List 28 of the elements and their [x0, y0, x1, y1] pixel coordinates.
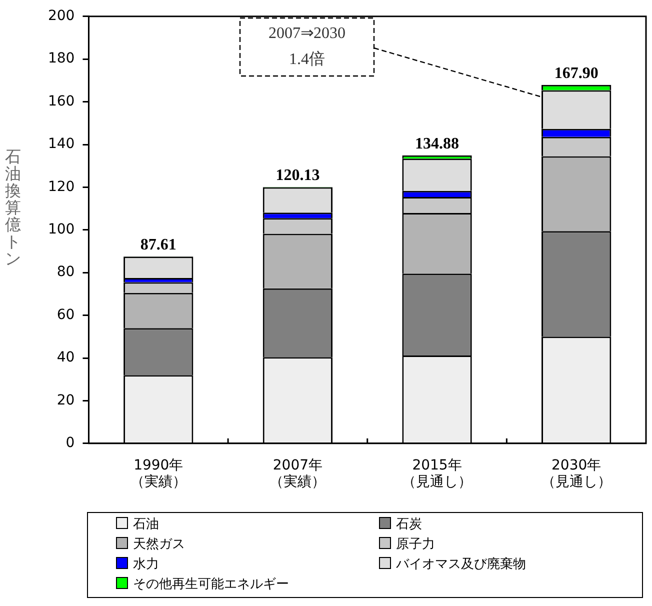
y-tick-label: 120	[48, 178, 75, 195]
legend-label: 原子力	[395, 536, 436, 554]
y-tick-label: 100	[48, 222, 75, 238]
y-tick-label: 60	[56, 306, 75, 323]
y-tick-label: 160	[48, 93, 75, 110]
total-label: 87.61	[140, 236, 176, 254]
x-tick-label: 2030年（見通し）	[541, 457, 612, 490]
annotation: 2007⇒2030 1.4倍	[268, 25, 346, 68]
y-tick-label: 140	[48, 136, 75, 152]
x-tick-label: 2007年（実績）	[270, 457, 326, 490]
total-label: 134.88	[415, 136, 460, 153]
legend-label: バイオマス及び廃棄物	[395, 556, 527, 574]
x-tick-label: 2015年（見通し）	[402, 457, 472, 490]
legend-label: 水力	[132, 556, 160, 574]
total-label: 167.90	[554, 65, 598, 82]
y-tick-label: 200	[48, 8, 75, 24]
y-axis-title: 石油換算億トン	[4, 147, 22, 268]
x-tick-label: 1990年（実績）	[130, 457, 186, 490]
legend-label: その他再生可能エネルギー	[132, 576, 290, 594]
y-tick-label: 180	[48, 50, 75, 67]
y-tick-label: 0	[66, 435, 75, 452]
legend-label: 石炭	[395, 516, 423, 534]
y-tick-label: 20	[56, 392, 75, 408]
y-tick-label: 80	[56, 264, 75, 280]
legend-label: 天然ガス	[132, 536, 186, 554]
legend-label: 石油	[132, 516, 160, 534]
total-label: 120.13	[276, 167, 320, 184]
y-tick-label: 40	[56, 350, 75, 366]
